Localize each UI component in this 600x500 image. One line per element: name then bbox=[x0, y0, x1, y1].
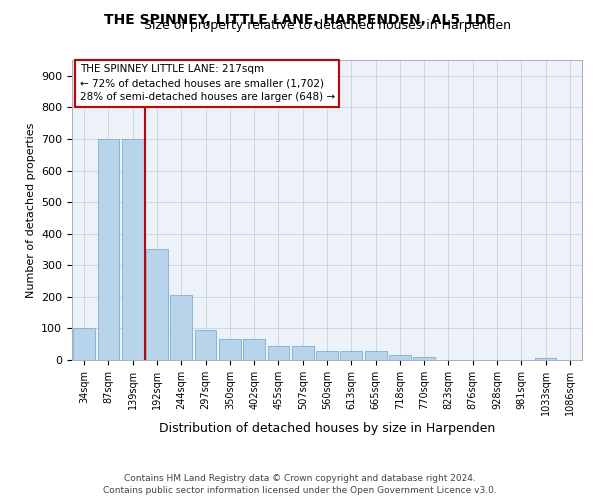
Bar bbox=[365, 350, 386, 360]
Bar bbox=[73, 328, 95, 360]
Bar bbox=[535, 358, 556, 360]
Bar bbox=[219, 340, 241, 360]
Bar bbox=[389, 356, 411, 360]
Bar bbox=[292, 346, 314, 360]
Bar bbox=[97, 139, 119, 360]
Bar bbox=[268, 346, 289, 360]
X-axis label: Distribution of detached houses by size in Harpenden: Distribution of detached houses by size … bbox=[159, 422, 495, 435]
Bar bbox=[316, 350, 338, 360]
Text: THE SPINNEY LITTLE LANE: 217sqm
← 72% of detached houses are smaller (1,702)
28%: THE SPINNEY LITTLE LANE: 217sqm ← 72% of… bbox=[80, 64, 335, 102]
Bar bbox=[413, 357, 435, 360]
Text: Contains HM Land Registry data © Crown copyright and database right 2024.
Contai: Contains HM Land Registry data © Crown c… bbox=[103, 474, 497, 495]
Bar bbox=[194, 330, 217, 360]
Text: THE SPINNEY, LITTLE LANE, HARPENDEN, AL5 1DF: THE SPINNEY, LITTLE LANE, HARPENDEN, AL5… bbox=[104, 12, 496, 26]
Bar bbox=[243, 340, 265, 360]
Bar bbox=[170, 296, 192, 360]
Bar bbox=[340, 350, 362, 360]
Bar bbox=[146, 250, 168, 360]
Bar bbox=[122, 139, 143, 360]
Title: Size of property relative to detached houses in Harpenden: Size of property relative to detached ho… bbox=[143, 20, 511, 32]
Y-axis label: Number of detached properties: Number of detached properties bbox=[26, 122, 35, 298]
